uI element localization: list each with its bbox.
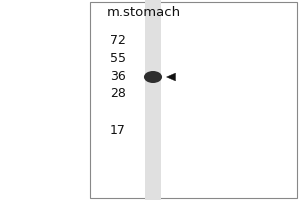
- Text: 28: 28: [110, 87, 126, 100]
- Bar: [145, 0, 161, 200]
- Bar: [90, 2, 297, 198]
- Text: m.stomach: m.stomach: [107, 6, 181, 19]
- Text: 17: 17: [110, 123, 126, 136]
- Text: 55: 55: [110, 52, 126, 66]
- Text: 72: 72: [110, 33, 126, 46]
- Polygon shape: [167, 73, 176, 81]
- Ellipse shape: [144, 71, 162, 83]
- Text: 36: 36: [110, 71, 126, 84]
